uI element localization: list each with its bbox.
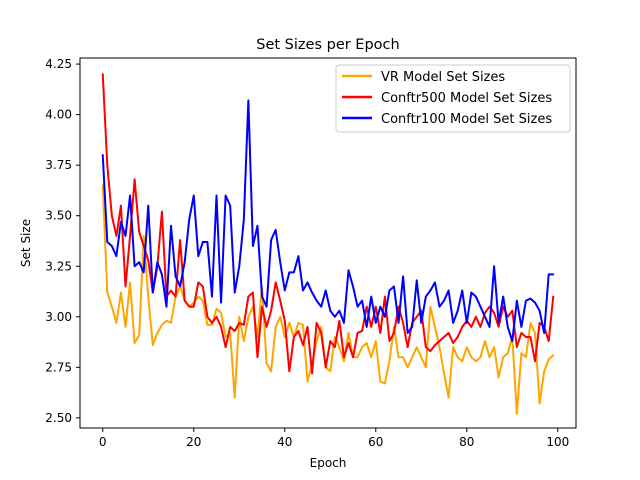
series-line-2 — [101, 99, 555, 343]
x-tick-label: 40 — [277, 435, 292, 449]
y-tick-label: 3.50 — [45, 209, 72, 223]
legend-label-2: Conftr100 Model Set Sizes — [381, 112, 552, 127]
x-tick-label: 80 — [459, 435, 474, 449]
y-tick-label: 4.25 — [45, 57, 72, 71]
y-tick-label: 3.25 — [45, 259, 72, 273]
plot-frame — [79, 57, 577, 429]
x-tick-label: 0 — [99, 435, 107, 449]
legend-label-1: Conftr500 Model Set Sizes — [381, 91, 552, 106]
series-line-1 — [101, 73, 555, 375]
y-tick-label: 3.75 — [45, 158, 72, 172]
x-axis: 0 20 40 60 80 100 — [99, 428, 569, 449]
chart-title: Set Sizes per Epoch — [256, 37, 399, 53]
y-axis-label: Set Size — [19, 219, 33, 267]
x-tick-label: 100 — [546, 435, 569, 449]
x-axis-label: Epoch — [310, 456, 347, 470]
x-tick-label: 60 — [368, 435, 383, 449]
legend-label-0: VR Model Set Sizes — [381, 70, 505, 85]
y-axis: 2.50 2.75 3.00 3.25 3.50 3.75 4.00 4.25 — [45, 57, 80, 425]
series-line-0 — [101, 184, 555, 415]
y-tick-label: 3.00 — [45, 310, 72, 324]
legend: VR Model Set Sizes Conftr500 Model Set Si… — [335, 64, 571, 133]
y-tick-label: 2.50 — [45, 411, 72, 425]
y-tick-label: 2.75 — [45, 360, 72, 374]
x-tick-label: 20 — [186, 435, 201, 449]
plot-lines — [101, 73, 555, 415]
legend-box — [335, 64, 571, 133]
y-tick-label: 4.00 — [45, 108, 72, 122]
